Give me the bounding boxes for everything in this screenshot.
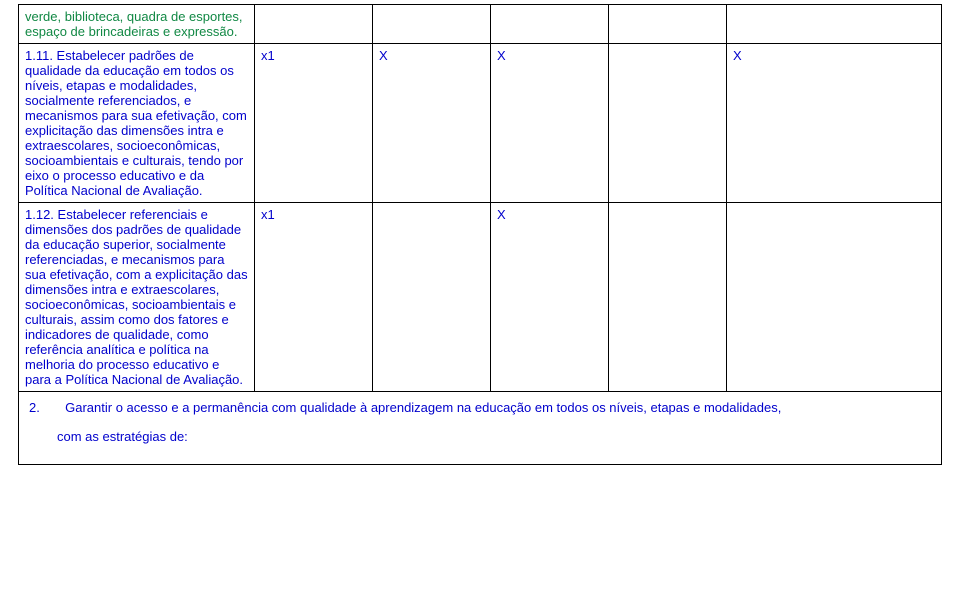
cell-d bbox=[609, 44, 727, 203]
table-row: 1.11. Estabelecer padrões de qualidade d… bbox=[19, 44, 942, 203]
footer-number: 2. bbox=[29, 400, 40, 415]
cell-d bbox=[609, 5, 727, 44]
cell-e bbox=[727, 5, 942, 44]
cell-a: x1 bbox=[255, 203, 373, 392]
footer-cell: 2. Garantir o acesso e a permanência com… bbox=[19, 392, 942, 465]
footer-content: 2. Garantir o acesso e a permanência com… bbox=[19, 392, 941, 464]
cell-a bbox=[255, 5, 373, 44]
cell-d bbox=[609, 203, 727, 392]
cell-b bbox=[373, 5, 491, 44]
table-row: 1.12. Estabelecer referenciais e dimensõ… bbox=[19, 203, 942, 392]
cell-e bbox=[727, 203, 942, 392]
cell-c: X bbox=[491, 203, 609, 392]
planning-table: verde, biblioteca, quadra de esportes, e… bbox=[18, 4, 942, 465]
cell-desc: 1.12. Estabelecer referenciais e dimensõ… bbox=[19, 203, 255, 392]
cell-b bbox=[373, 203, 491, 392]
cell-desc: verde, biblioteca, quadra de esportes, e… bbox=[19, 5, 255, 44]
cell-desc: 1.11. Estabelecer padrões de qualidade d… bbox=[19, 44, 255, 203]
cell-a: x1 bbox=[255, 44, 373, 203]
cell-c: X bbox=[491, 44, 609, 203]
cell-c bbox=[491, 5, 609, 44]
cell-b: X bbox=[373, 44, 491, 203]
table-row: verde, biblioteca, quadra de esportes, e… bbox=[19, 5, 942, 44]
desc-text: verde, biblioteca, quadra de esportes, e… bbox=[25, 9, 243, 39]
cell-e: X bbox=[727, 44, 942, 203]
footer-line1: Garantir o acesso e a permanência com qu… bbox=[65, 400, 781, 415]
footer-row: 2. Garantir o acesso e a permanência com… bbox=[19, 392, 942, 465]
footer-line2: com as estratégias de: bbox=[29, 429, 931, 444]
